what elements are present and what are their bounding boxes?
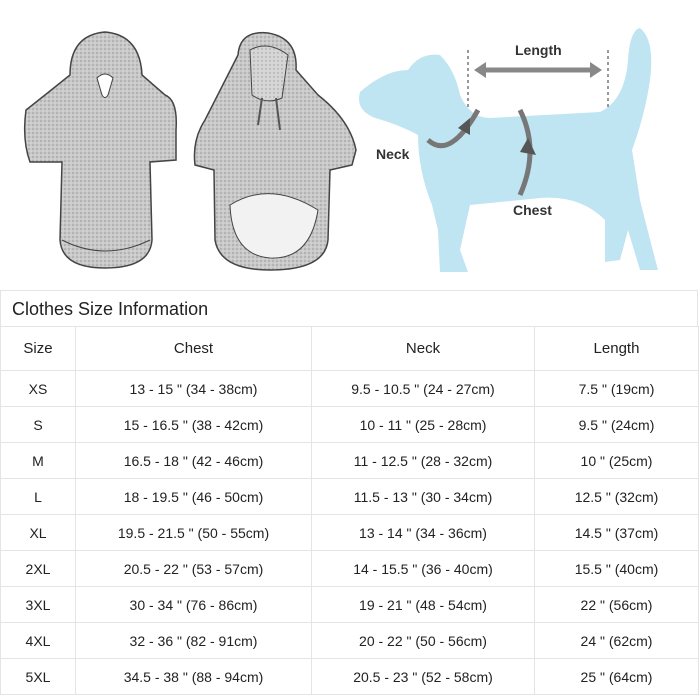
table-row: XL 19.5 - 21.5 " (50 - 55cm) 13 - 14 " (34…: [0, 514, 699, 551]
cell-size: L: [0, 478, 76, 515]
neck-label: Neck: [376, 146, 410, 162]
cell-neck: 20 - 22 " (50 - 56cm): [311, 622, 535, 659]
cell-neck: 19 - 21 " (48 - 54cm): [311, 586, 535, 623]
cell-length: 9.5 " (24cm): [534, 406, 699, 443]
product-illustration: Length Neck Chest: [0, 0, 700, 290]
hoodie-front-image: [193, 31, 357, 271]
cell-length: 25 " (64cm): [534, 658, 699, 695]
table-header-row: Size Chest Neck Length: [0, 326, 699, 371]
cell-length: 22 " (56cm): [534, 586, 699, 623]
size-table: Size Chest Neck Length XS 13 - 15 " (34 -…: [0, 326, 699, 695]
hoodie-back-image: [23, 31, 178, 269]
header-chest: Chest: [75, 326, 312, 371]
dog-measurement-diagram: Length Neck Chest: [359, 28, 658, 272]
cell-chest: 13 - 15 " (34 - 38cm): [75, 370, 312, 407]
header-neck: Neck: [311, 326, 535, 371]
cell-size: XL: [0, 514, 76, 551]
cell-neck: 14 - 15.5 " (36 - 40cm): [311, 550, 535, 587]
table-row: XS 13 - 15 " (34 - 38cm) 9.5 - 10.5 " (24 …: [0, 370, 699, 407]
size-chart-title: Clothes Size Information: [0, 290, 698, 326]
table-row: 3XL 30 - 34 " (76 - 86cm) 19 - 21 " (48 - …: [0, 586, 699, 623]
cell-neck: 11 - 12.5 " (28 - 32cm): [311, 442, 535, 479]
dog-silhouette: [359, 28, 658, 272]
cell-length: 7.5 " (19cm): [534, 370, 699, 407]
cell-neck: 13 - 14 " (34 - 36cm): [311, 514, 535, 551]
cell-size: 4XL: [0, 622, 76, 659]
chest-label: Chest: [513, 202, 552, 218]
cell-size: M: [0, 442, 76, 479]
cell-chest: 16.5 - 18 " (42 - 46cm): [75, 442, 312, 479]
cell-neck: 9.5 - 10.5 " (24 - 27cm): [311, 370, 535, 407]
cell-size: 5XL: [0, 658, 76, 695]
cell-chest: 32 - 36 " (82 - 91cm): [75, 622, 312, 659]
cell-size: XS: [0, 370, 76, 407]
cell-length: 12.5 " (32cm): [534, 478, 699, 515]
length-label: Length: [515, 42, 562, 58]
cell-chest: 34.5 - 38 " (88 - 94cm): [75, 658, 312, 695]
cell-length: 24 " (62cm): [534, 622, 699, 659]
cell-chest: 15 - 16.5 " (38 - 42cm): [75, 406, 312, 443]
cell-chest: 30 - 34 " (76 - 86cm): [75, 586, 312, 623]
cell-chest: 18 - 19.5 " (46 - 50cm): [75, 478, 312, 515]
table-row: L 18 - 19.5 " (46 - 50cm) 11.5 - 13 " (30 …: [0, 478, 699, 515]
header-length: Length: [534, 326, 699, 371]
table-row: M 16.5 - 18 " (42 - 46cm) 11 - 12.5 " (28 …: [0, 442, 699, 479]
cell-size: 3XL: [0, 586, 76, 623]
cell-length: 14.5 " (37cm): [534, 514, 699, 551]
cell-length: 10 " (25cm): [534, 442, 699, 479]
header-size: Size: [0, 326, 76, 371]
table-row: 5XL 34.5 - 38 " (88 - 94cm) 20.5 - 23 " (5…: [0, 658, 699, 695]
table-row: S 15 - 16.5 " (38 - 42cm) 10 - 11 " (25 - …: [0, 406, 699, 443]
cell-chest: 19.5 - 21.5 " (50 - 55cm): [75, 514, 312, 551]
table-row: 4XL 32 - 36 " (82 - 91cm) 20 - 22 " (50 - …: [0, 622, 699, 659]
cell-neck: 11.5 - 13 " (30 - 34cm): [311, 478, 535, 515]
cell-neck: 20.5 - 23 " (52 - 58cm): [311, 658, 535, 695]
cell-neck: 10 - 11 " (25 - 28cm): [311, 406, 535, 443]
cell-length: 15.5 " (40cm): [534, 550, 699, 587]
table-row: 2XL 20.5 - 22 " (53 - 57cm) 14 - 15.5 " (3…: [0, 550, 699, 587]
cell-size: S: [0, 406, 76, 443]
cell-chest: 20.5 - 22 " (53 - 57cm): [75, 550, 312, 587]
cell-size: 2XL: [0, 550, 76, 587]
